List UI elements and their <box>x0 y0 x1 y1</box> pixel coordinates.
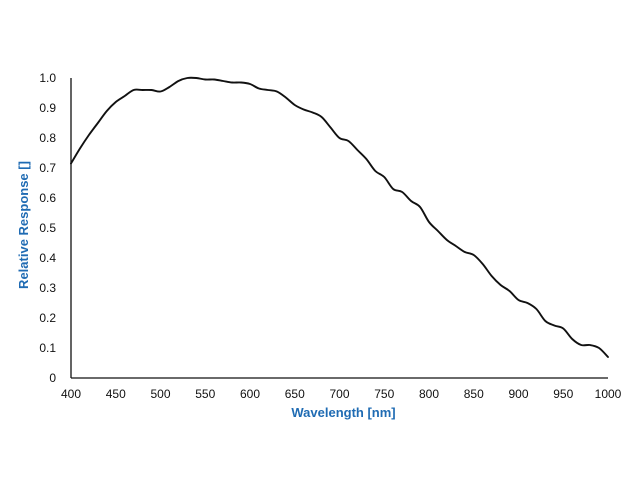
x-tick-label: 750 <box>374 387 394 401</box>
y-axis-ticks: 0 0.1 0.2 0.3 0.4 0.5 0.6 0.7 0.8 0.9 1.0 <box>39 71 56 385</box>
series-line <box>70 76 609 358</box>
y-tick-label: 0.7 <box>39 161 56 175</box>
x-tick-label: 900 <box>508 387 528 401</box>
y-tick-label: 0.5 <box>39 221 56 235</box>
x-tick-label: 450 <box>106 387 126 401</box>
y-tick-label: 0.4 <box>39 251 56 265</box>
x-tick-label: 550 <box>195 387 215 401</box>
x-tick-label: 600 <box>240 387 260 401</box>
y-tick-label: 1.0 <box>39 71 56 85</box>
x-axis-ticks: 400 450 500 550 600 650 700 750 800 850 900 950 1000 <box>61 387 622 401</box>
y-tick-label: 0.9 <box>39 101 56 115</box>
y-tick-label: 0.8 <box>39 131 56 145</box>
x-tick-label: 1000 <box>595 387 622 401</box>
y-tick-label: 0.6 <box>39 191 56 205</box>
x-tick-label: 500 <box>150 387 170 401</box>
x-tick-label: 700 <box>329 387 349 401</box>
y-axis-title: Relative Response [] <box>16 161 31 289</box>
x-tick-label: 400 <box>61 387 81 401</box>
x-tick-label: 950 <box>553 387 573 401</box>
y-tick-label: 0 <box>49 371 56 385</box>
y-tick-label: 0.1 <box>39 341 56 355</box>
y-tick-label: 0.3 <box>39 281 56 295</box>
x-tick-label: 650 <box>285 387 305 401</box>
y-tick-label: 0.2 <box>39 311 56 325</box>
x-axis-title: Wavelength [nm] <box>291 405 395 420</box>
x-tick-label: 850 <box>464 387 484 401</box>
x-tick-label: 800 <box>419 387 439 401</box>
